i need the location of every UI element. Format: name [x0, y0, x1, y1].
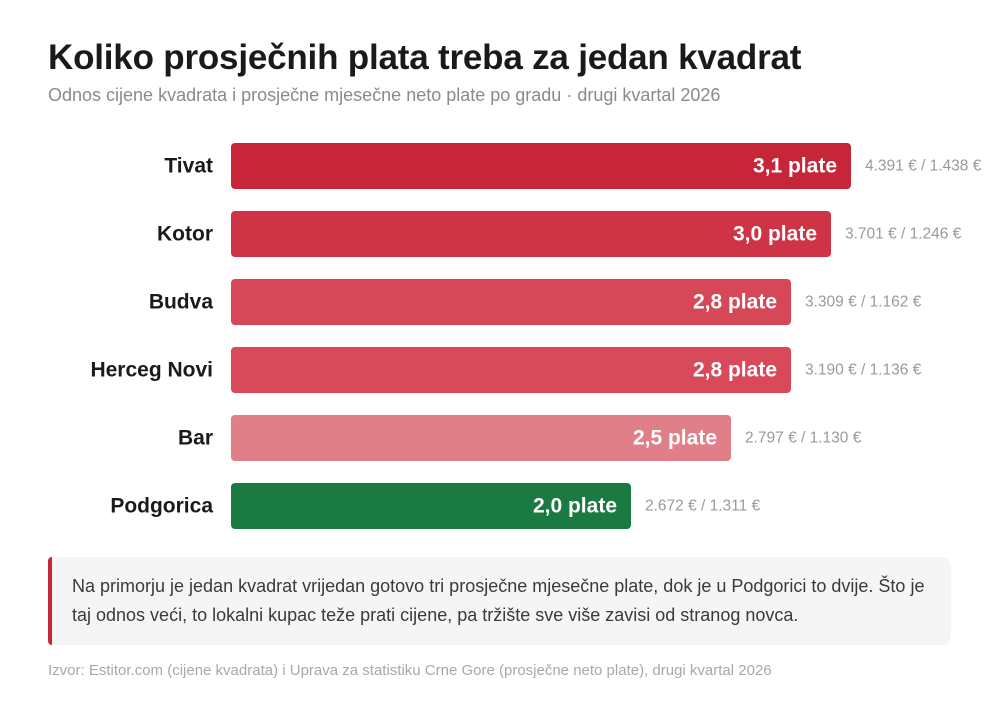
bar-bar — [231, 415, 731, 461]
bar-budva — [231, 279, 791, 325]
category-label-budva: Budva — [149, 291, 214, 314]
chart-subtitle: Odnos cijene kvadrata i prosječne mjeseč… — [48, 85, 721, 105]
price-salary-label-kotor: 3.701 € / 1.246 € — [845, 226, 962, 243]
bar-kotor — [231, 211, 831, 257]
bar-podgorica — [231, 483, 631, 529]
source-footer: Izvor: Estitor.com (cijene kvadrata) i U… — [48, 662, 772, 679]
price-salary-label-herceg-novi: 3.190 € / 1.136 € — [805, 362, 922, 379]
price-salary-label-tivat: 4.391 € / 1.438 € — [865, 158, 982, 175]
category-label-kotor: Kotor — [157, 223, 213, 246]
value-label-herceg-novi: 2,8 plate — [693, 359, 777, 382]
price-salary-label-budva: 3.309 € / 1.162 € — [805, 294, 922, 311]
category-label-podgorica: Podgorica — [110, 495, 213, 518]
category-label-tivat: Tivat — [164, 155, 213, 178]
price-salary-label-bar: 2.797 € / 1.130 € — [745, 430, 862, 447]
price-salary-label-podgorica: 2.672 € / 1.311 € — [645, 498, 761, 515]
value-label-budva: 2,8 plate — [693, 291, 777, 314]
bar-chart: Tivat 3,1 plate 4.391 € / 1.438 € Kotor 3,0 … — [90, 143, 982, 529]
bar-row-tivat: Tivat 3,1 plate 4.391 € / 1.438 € — [164, 143, 982, 189]
chart-title: Koliko prosječnih plata treba za jedan k… — [48, 38, 802, 77]
value-label-kotor: 3,0 plate — [733, 223, 817, 246]
commentary-note: Na primorju je jedan kvadrat vrijedan go… — [48, 557, 951, 645]
category-label-herceg-novi: Herceg Novi — [90, 359, 213, 382]
bar-row-herceg-novi: Herceg Novi 2,8 plate 3.190 € / 1.136 € — [90, 347, 922, 393]
bar-row-budva: Budva 2,8 plate 3.309 € / 1.162 € — [149, 279, 922, 325]
commentary-text: Na primorju je jedan kvadrat vrijedan go… — [72, 576, 925, 625]
bar-row-bar: Bar 2,5 plate 2.797 € / 1.130 € — [178, 415, 862, 461]
value-label-podgorica: 2,0 plate — [533, 495, 617, 518]
category-label-bar: Bar — [178, 427, 213, 450]
value-label-bar: 2,5 plate — [633, 427, 717, 450]
bar-herceg-novi — [231, 347, 791, 393]
bar-row-kotor: Kotor 3,0 plate 3.701 € / 1.246 € — [157, 211, 962, 257]
bar-tivat — [231, 143, 851, 189]
bar-row-podgorica: Podgorica 2,0 plate 2.672 € / 1.311 € — [110, 483, 761, 529]
value-label-tivat: 3,1 plate — [753, 155, 837, 178]
